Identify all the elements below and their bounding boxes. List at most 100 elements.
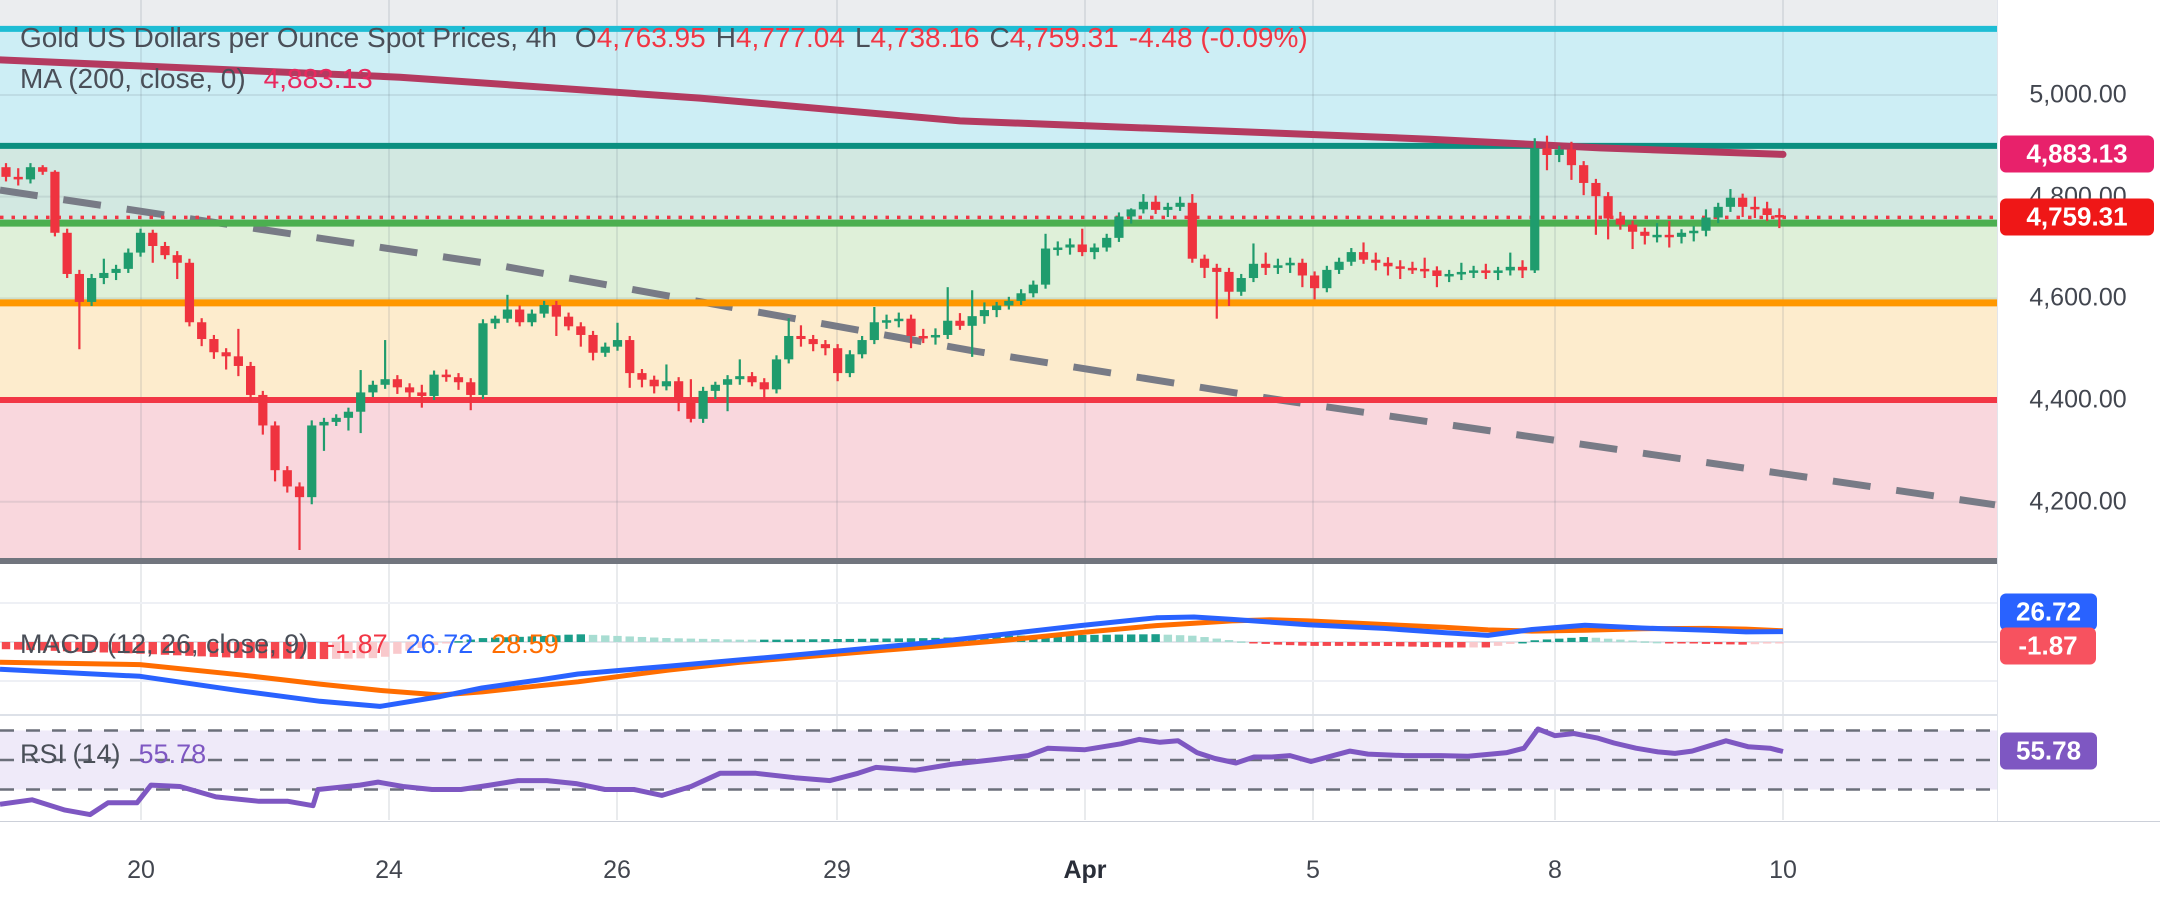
candle-body [1738, 197, 1748, 207]
macd-histogram-bar [1334, 642, 1344, 646]
rsi-value: 55.78 [138, 739, 207, 769]
ma-legend-row[interactable]: MA (200, close, 0) 4,883.13 [20, 63, 373, 95]
time-axis-label: 29 [823, 856, 851, 884]
macd-histogram-bar [1102, 634, 1111, 642]
candle-body [1640, 231, 1650, 236]
rsi-legend-row[interactable]: RSI (14) 55.78 [20, 739, 206, 770]
macd-histogram-bar [552, 635, 561, 642]
candle-body [820, 344, 831, 349]
macd-label: MACD (12, 26, close, 9) [20, 629, 309, 659]
macd-histogram-bar [1603, 638, 1613, 642]
macd-histogram-bar [1518, 641, 1527, 644]
ma-label: MA (200, close, 0) [20, 63, 246, 94]
macd-histogram-bar [870, 638, 879, 642]
macd-hist-badge: -1.87 [2000, 627, 2096, 665]
candle-body [1102, 237, 1112, 248]
macd-histogram-bar [906, 638, 916, 642]
candle-body [25, 167, 36, 180]
macd-histogram-bar [1249, 642, 1258, 644]
price-axis-label: 4,400.00 [2029, 385, 2127, 414]
time-axis[interactable]: 20 24 26 29 Apr 5 8 10 [0, 821, 2160, 901]
candle-body [1199, 258, 1210, 268]
macd-histogram-bar [1200, 637, 1209, 642]
macd-histogram-bar [1726, 642, 1735, 645]
macd-histogram-bar [588, 634, 598, 642]
macd-histogram-bar [26, 642, 35, 651]
candle-body [1725, 197, 1736, 207]
time-axis-label: Apr [1063, 856, 1107, 884]
candle-body [1322, 269, 1332, 289]
candle-body [453, 377, 464, 383]
candle-body [135, 232, 146, 253]
candle-body [1566, 149, 1577, 166]
macd-histogram-bar [539, 635, 549, 642]
macd-histogram-bar [674, 638, 683, 642]
macd-histogram-bar [1383, 642, 1393, 647]
trendline-dashed[interactable] [0, 186, 1996, 509]
candle-body [111, 268, 121, 273]
candle-body [441, 374, 451, 378]
candle-body [686, 400, 696, 419]
candle-body [1346, 252, 1356, 262]
macd-histogram-bar [1689, 642, 1698, 644]
candle-body [1542, 148, 1552, 155]
macd-pane[interactable] [0, 602, 1998, 709]
candle-body [74, 273, 84, 302]
macd-histogram-bar [1420, 642, 1429, 647]
candle-body [1297, 262, 1307, 276]
candle-body [1469, 270, 1479, 273]
candle-body [1138, 201, 1148, 210]
candle-body [307, 425, 317, 498]
macd-histogram-bar [1078, 634, 1087, 642]
candle-body [1517, 266, 1528, 271]
pane-separator[interactable] [0, 558, 2160, 564]
price-axis[interactable]: 5,000.00 4,800.00 4,600.00 4,400.00 4,200.00… [1997, 0, 2160, 822]
candle-body [539, 304, 549, 314]
candle-body [1187, 202, 1197, 259]
candle-body [1579, 165, 1589, 183]
macd-histogram-bar [576, 634, 586, 642]
macd-histogram-bar [613, 635, 622, 642]
macd-histogram-bar [1175, 635, 1185, 642]
macd-histogram-bar [698, 638, 708, 642]
macd-histogram-bar [1469, 642, 1478, 648]
macd-histogram-bar [1493, 642, 1503, 646]
macd-histogram-bar [1652, 641, 1662, 644]
macd-histogram-bar [368, 642, 378, 659]
candle-body [1420, 268, 1430, 272]
candle-body [490, 318, 500, 324]
candle-body [527, 313, 537, 323]
macd-histogram-bar [246, 642, 255, 659]
candle-body [392, 379, 402, 388]
macd-histogram-bar [1408, 642, 1417, 647]
candle-body [1, 167, 11, 177]
symbol-legend-row[interactable]: Gold US Dollars per Ounce Spot Prices, 4… [20, 22, 1308, 54]
macd-histogram-bar [1322, 642, 1332, 646]
last-price-badge: 4,759.31 [2000, 198, 2154, 236]
candlestick-series[interactable] [1, 135, 1784, 551]
ma-value: 4,883.13 [263, 63, 373, 94]
macd-histogram-bar [75, 642, 84, 652]
macd-histogram-bar [857, 638, 867, 642]
candle-body [1407, 267, 1418, 271]
macd-histogram-bar [38, 642, 47, 651]
macd-legend-row[interactable]: MACD (12, 26, close, 9) -1.87 26.72 28.5… [20, 629, 559, 660]
rsi-pane[interactable] [0, 726, 1998, 818]
candle-body [282, 470, 292, 487]
macd-histogram-bar [1163, 634, 1173, 642]
open-value: 4,763.95 [596, 22, 706, 53]
macd-histogram-bar [1701, 642, 1711, 644]
candle-body [172, 255, 182, 263]
price-axis-label: 4,200.00 [2029, 487, 2127, 516]
time-axis-label: 8 [1548, 856, 1562, 884]
macd-histogram-bar [148, 642, 157, 655]
macd-histogram-bar [711, 639, 720, 642]
macd-histogram-bar [919, 638, 928, 642]
change-value: -4.48 (-0.09%) [1128, 22, 1308, 53]
macd-histogram-bar [1090, 634, 1099, 642]
candle-body [1065, 244, 1075, 248]
candle-body [1273, 265, 1283, 268]
macd-histogram-bar [1591, 637, 1601, 642]
candle-body [722, 379, 733, 385]
